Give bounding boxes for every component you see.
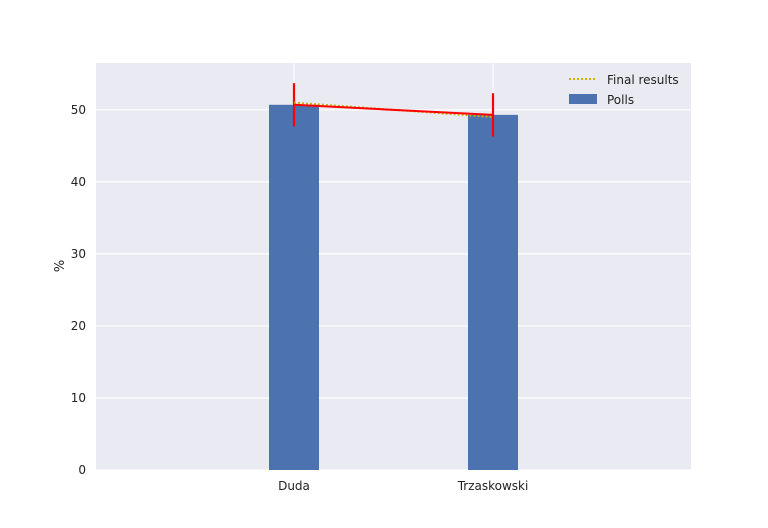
plot-area — [96, 63, 691, 470]
x-tick-label-duda: Duda — [278, 479, 310, 493]
legend-polls-swatch — [569, 94, 597, 104]
bars — [269, 104, 518, 471]
bar-duda — [269, 104, 319, 471]
y-tick-label: 40 — [71, 175, 86, 189]
polls-line — [293, 103, 494, 116]
legend-polls-label: Polls — [607, 93, 634, 107]
y-axis-label: % — [53, 260, 68, 272]
y-tick-label: 10 — [71, 391, 86, 405]
y-tick-label: 50 — [71, 103, 86, 117]
final-results-line — [293, 101, 494, 119]
series-lines — [293, 101, 494, 119]
legend: Final results Polls — [569, 73, 679, 107]
y-tick-label: 30 — [71, 247, 86, 261]
legend-final-results-label: Final results — [607, 73, 679, 87]
y-tick-label: 20 — [71, 319, 86, 333]
bar-trzaskowski — [468, 114, 518, 471]
y-tick-labels: 0 10 20 30 40 50 — [71, 103, 86, 477]
x-tick-labels: Duda Trzaskowski — [278, 479, 528, 493]
x-tick-label-trzaskowski: Trzaskowski — [457, 479, 529, 493]
y-tick-label: 0 — [78, 463, 86, 477]
